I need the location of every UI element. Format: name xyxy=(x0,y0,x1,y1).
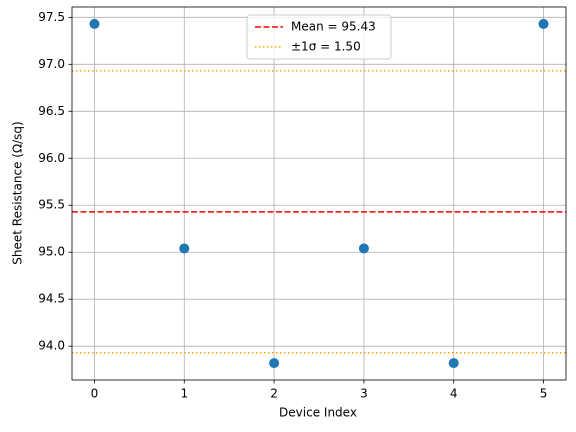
point xyxy=(89,18,100,29)
y-tick-label: 96.0 xyxy=(38,151,65,165)
y-tick-label: 96.5 xyxy=(38,104,65,118)
y-axis-label: Sheet Resistance (Ω/sq) xyxy=(11,121,25,264)
x-tick-label: 2 xyxy=(270,387,278,401)
x-tick-label: 3 xyxy=(360,387,368,401)
legend-box xyxy=(246,14,392,60)
y-tick-label: 95.0 xyxy=(38,245,65,259)
point xyxy=(538,18,549,29)
legend-label: ±1σ = 1.50 xyxy=(291,40,361,54)
y-tick-label: 94.0 xyxy=(38,339,65,353)
point xyxy=(179,243,190,254)
y-tick-label: 95.5 xyxy=(38,198,65,212)
point xyxy=(269,358,280,369)
point xyxy=(358,243,369,254)
x-tick-label: 0 xyxy=(91,387,99,401)
x-axis-label: Device Index xyxy=(279,406,357,420)
x-tick-label: 4 xyxy=(450,387,458,401)
point xyxy=(448,358,459,369)
y-tick-label: 97.5 xyxy=(38,10,65,24)
legend-label: Mean = 95.43 xyxy=(291,20,376,34)
plot-frame xyxy=(71,6,567,381)
y-tick-label: 94.5 xyxy=(38,292,65,306)
x-tick-label: 5 xyxy=(540,387,548,401)
y-tick-label: 97.0 xyxy=(38,57,65,71)
x-tick-label: 1 xyxy=(180,387,188,401)
